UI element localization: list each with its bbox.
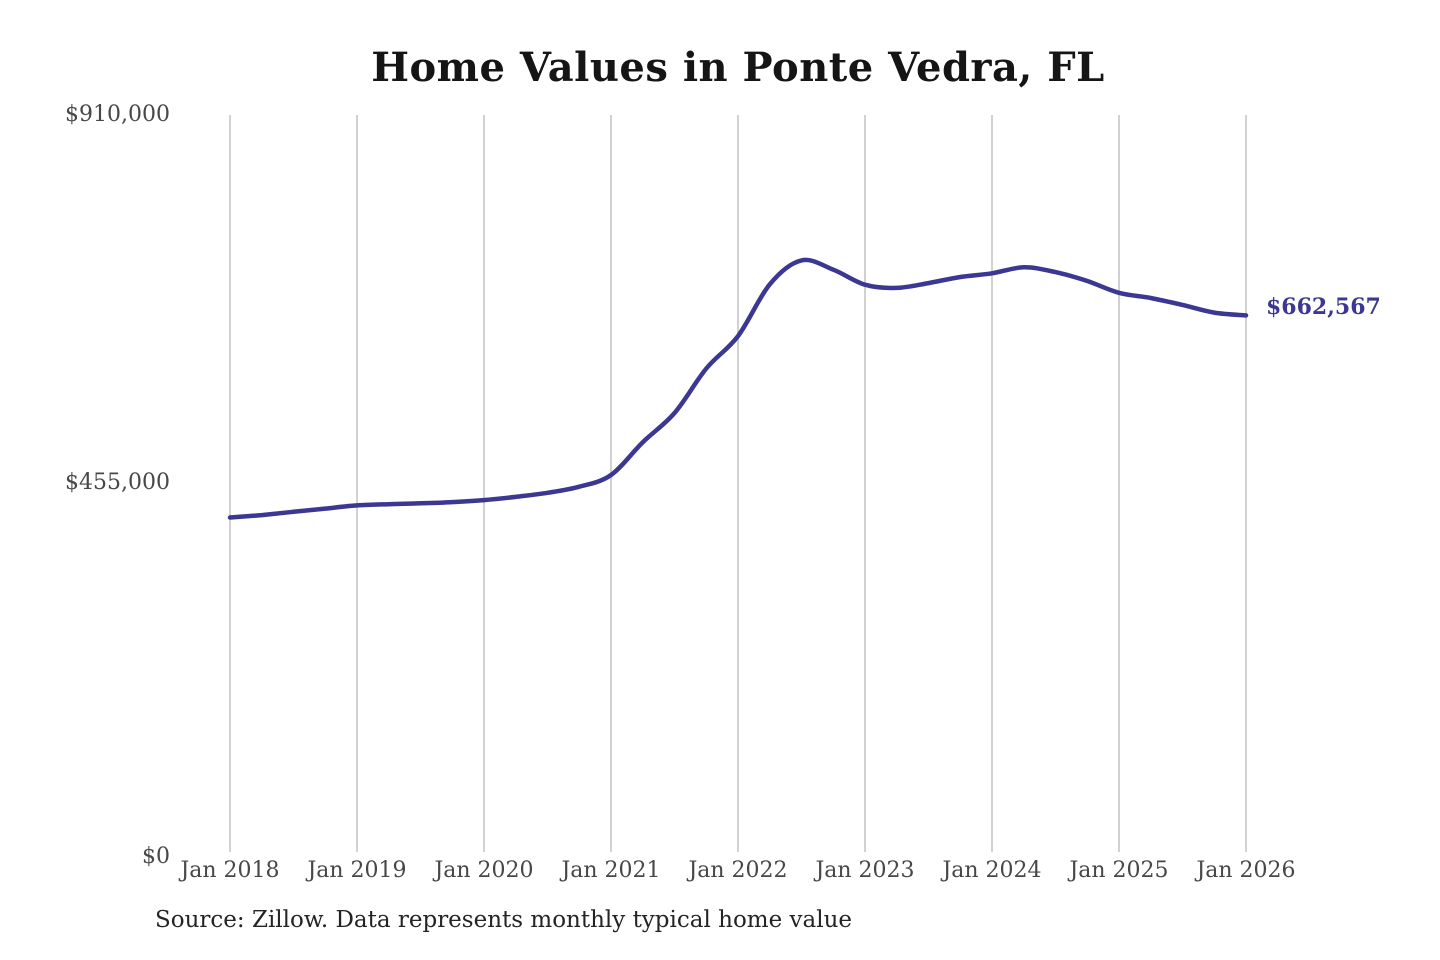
source-note: Source: Zillow. Data represents monthly … <box>155 907 853 933</box>
chart-title: Home Values in Ponte Vedra, FL <box>371 44 1105 91</box>
end-value-label: $662,567 <box>1266 294 1381 320</box>
x-tick-label: Jan 2020 <box>434 858 534 883</box>
x-tick-label: Jan 2021 <box>561 858 661 883</box>
x-tick-label: Jan 2025 <box>1069 858 1169 883</box>
y-tick-label-910000: $910,000 <box>65 102 170 127</box>
x-tick-label: Jan 2019 <box>307 858 407 883</box>
x-tick-label: Jan 2023 <box>815 858 915 883</box>
x-tick-label: Jan 2024 <box>942 858 1042 883</box>
home-value-line <box>227 257 1249 520</box>
x-tick-label: Jan 2018 <box>180 858 280 883</box>
x-tick-label: Jan 2026 <box>1196 858 1296 883</box>
y-tick-label-455000: $455,000 <box>65 470 170 495</box>
x-tick-label: Jan 2022 <box>688 858 788 883</box>
y-tick-label-0: $0 <box>142 844 170 869</box>
